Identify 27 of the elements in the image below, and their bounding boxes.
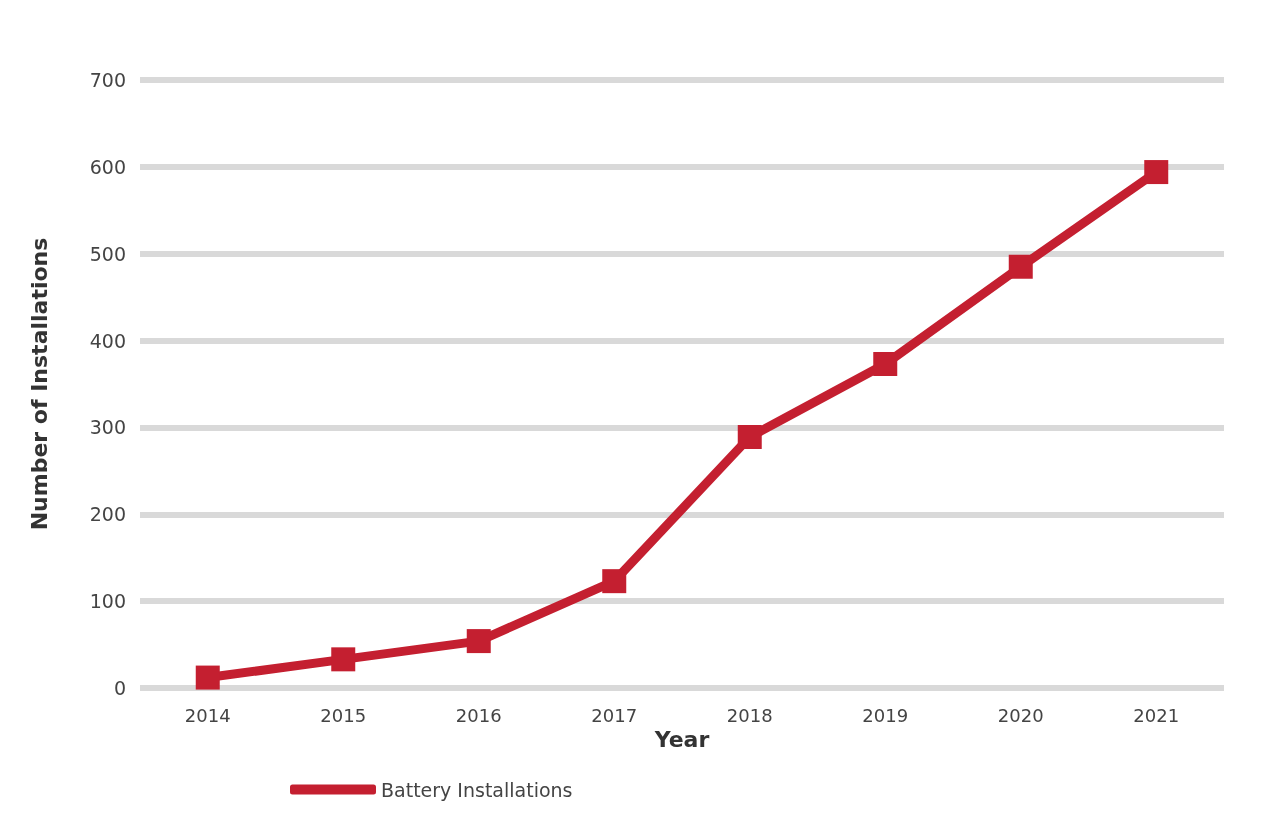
point	[195, 665, 220, 690]
point	[1008, 254, 1033, 279]
point	[737, 424, 762, 449]
y-tick-label: 300	[89, 416, 126, 439]
y-tick-label: 700	[89, 69, 126, 91]
point	[873, 352, 898, 377]
point	[1144, 160, 1169, 185]
point	[331, 647, 356, 672]
y-tick-label: 500	[89, 242, 126, 265]
x-tick-label: 2020	[997, 704, 1044, 726]
y-tick-label: 200	[89, 503, 126, 526]
y-axis-title: Number of Installations	[26, 237, 52, 531]
point	[466, 629, 491, 654]
x-tick-label: 2019	[862, 704, 909, 726]
y-tick-label: 100	[89, 590, 126, 613]
x-tick-label: 2015	[320, 704, 367, 726]
x-tick-label: 2017	[591, 704, 638, 726]
x-tick-label: 2018	[726, 704, 773, 726]
x-axis-title: Year	[653, 727, 710, 753]
x-tick-label: 2014	[184, 704, 231, 726]
x-tick-label: 2016	[455, 704, 502, 726]
legend-label: Battery Installations	[381, 778, 573, 801]
y-tick-label: 0	[113, 677, 126, 699]
x-tick-label: 2021	[1133, 704, 1180, 726]
y-tick-label: 600	[89, 155, 126, 178]
point	[602, 569, 627, 594]
y-tick-label: 400	[89, 329, 126, 352]
